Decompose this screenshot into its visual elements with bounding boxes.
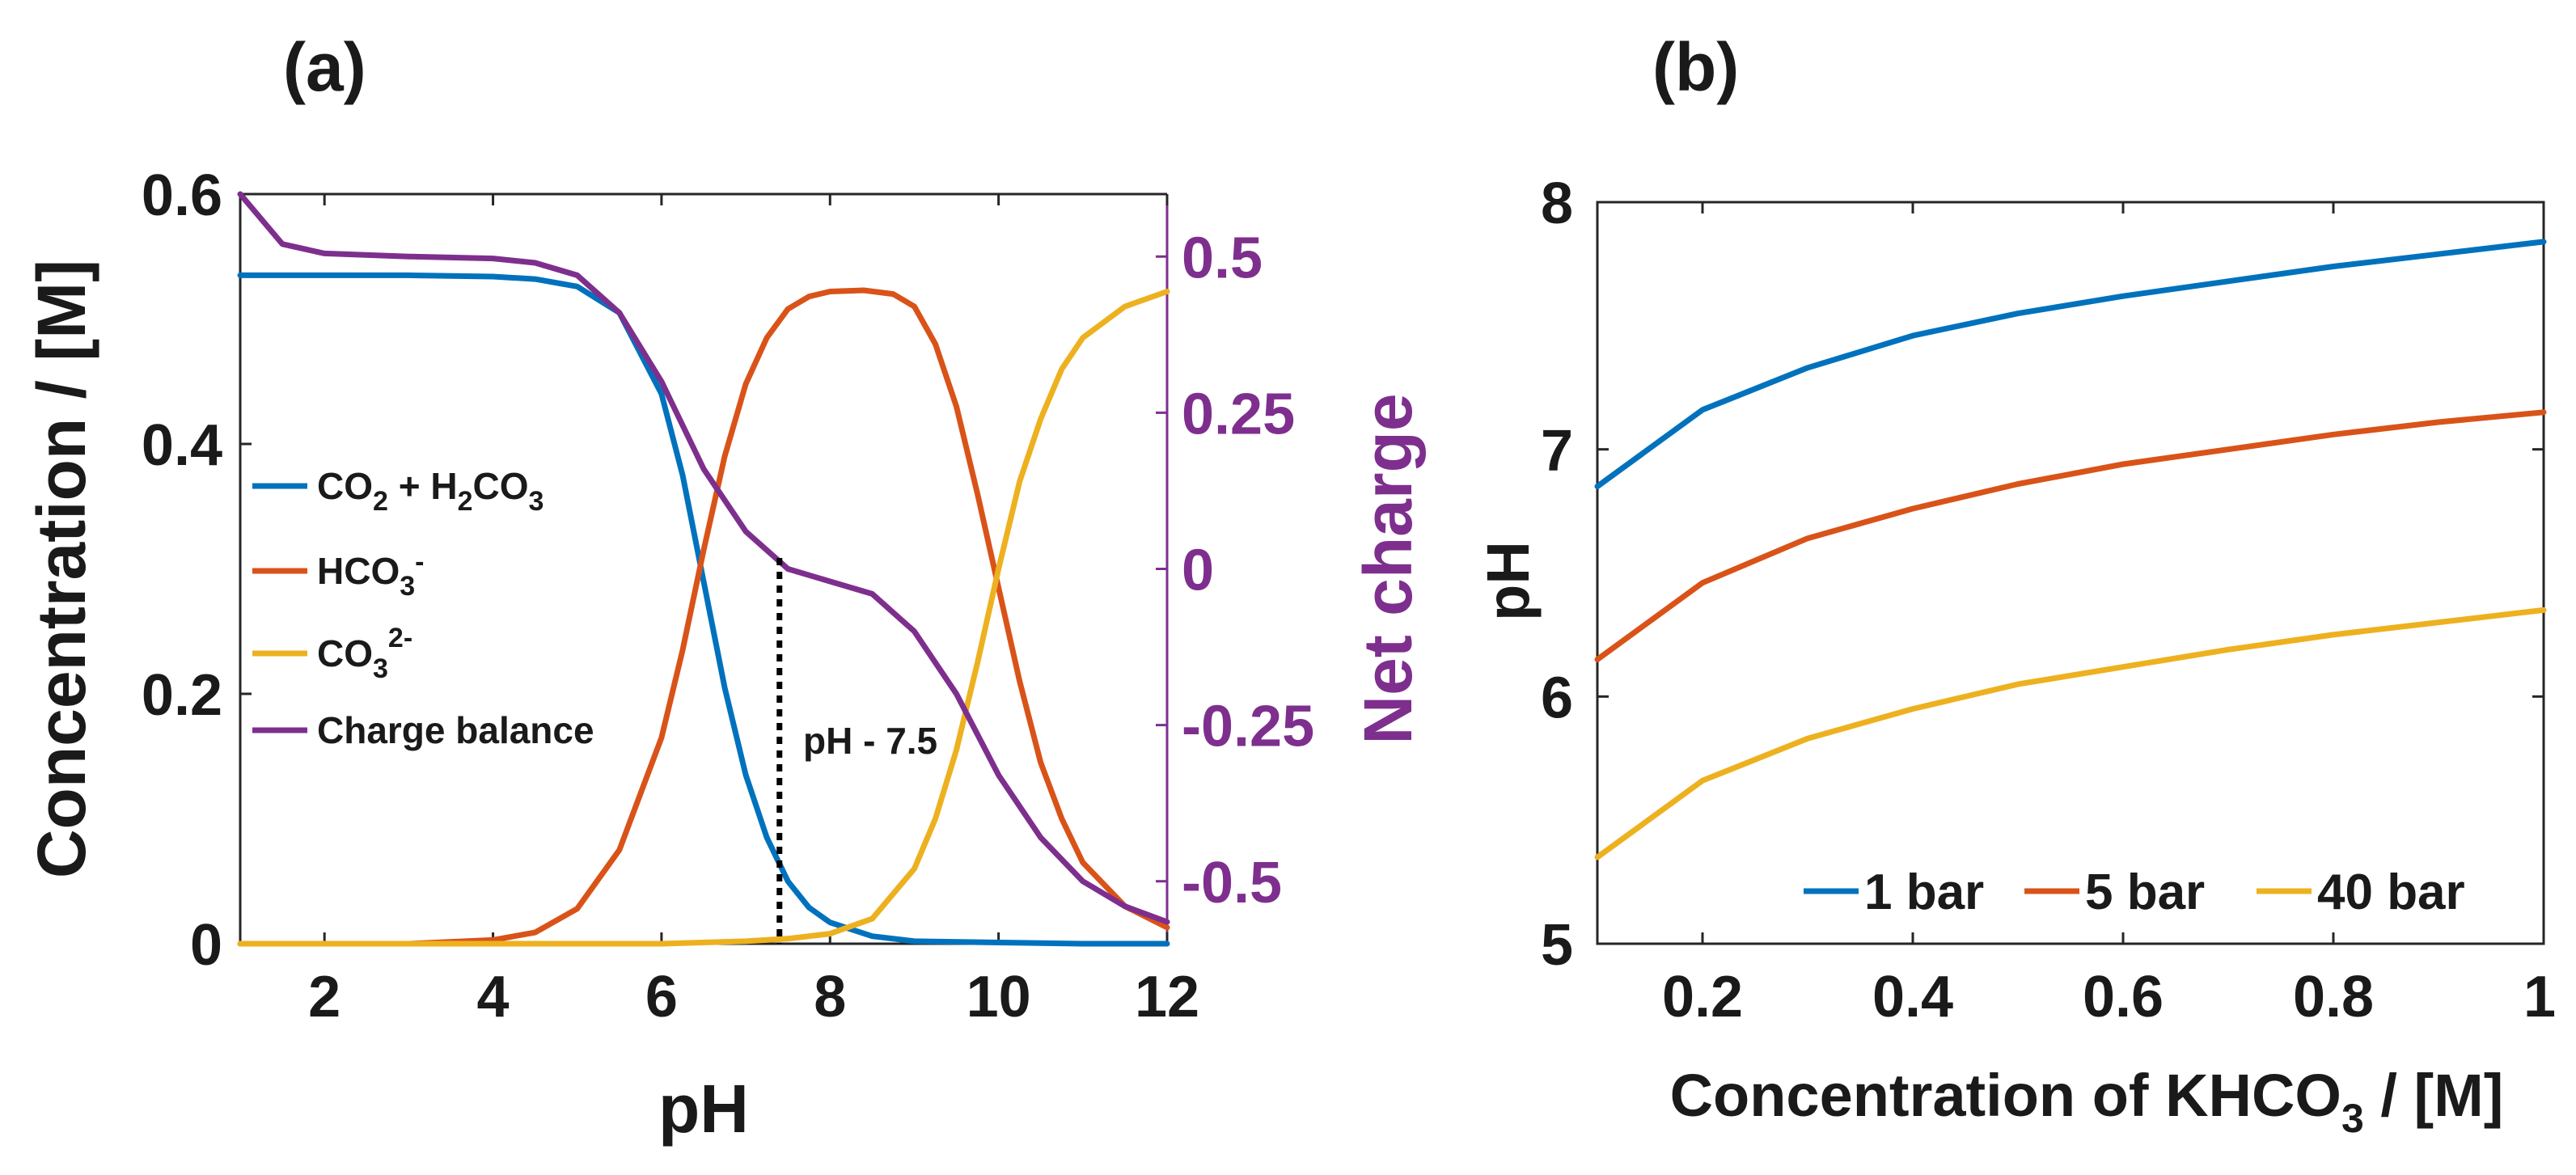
legend-label: 40 bar — [2317, 864, 2465, 920]
legend-label-main: HCO — [317, 550, 400, 592]
legend-label-main: CO — [317, 465, 373, 507]
panel-a-y2tick-label: 0.25 — [1182, 382, 1295, 446]
legend-label: Charge balance — [317, 709, 594, 751]
panel-a-annotation-text: pH - 7.5 — [803, 720, 937, 762]
panel-a-series-line — [237, 287, 1170, 947]
panel-b-ytick-label: 6 — [1541, 666, 1573, 730]
panel-a-series-line — [237, 289, 1170, 947]
panel-a-xtick-label: 8 — [814, 965, 846, 1029]
legend-label-part: CO — [473, 465, 529, 507]
panel-b-ytick-label: 7 — [1541, 419, 1573, 484]
panel-b-axes-box — [1596, 201, 2545, 945]
panel-a-ytick-label: 0.4 — [142, 413, 222, 478]
panel-b-xlabel-main: Concentration of KHCO — [1670, 1062, 2341, 1129]
panel-a-ytick-label: 0 — [190, 913, 222, 978]
panel-b-xtick-label: 1 — [2523, 965, 2556, 1029]
panel-b-xtick-label: 0.6 — [2083, 965, 2164, 1029]
subscript: 2 — [373, 486, 388, 517]
subscript: 2 — [458, 486, 473, 517]
panel-a-xtick-label: 6 — [645, 965, 678, 1029]
panel-b-ytick-label: 8 — [1541, 171, 1573, 236]
panel-a-ylabel: Concentration / [M] — [23, 260, 99, 878]
legend-label: 1 bar — [1864, 864, 1984, 920]
panel-b-ytick-label: 5 — [1541, 913, 1573, 978]
subscript: 3 — [529, 486, 544, 517]
panel-a-xlabel: pH — [658, 1071, 749, 1147]
panel-a-xtick-label: 2 — [308, 965, 341, 1029]
legend-label: CO2 + H2CO3 — [317, 465, 544, 517]
panel-a-xtick-label: 10 — [967, 965, 1031, 1029]
panel-a-ytick-label: 0.2 — [142, 663, 222, 728]
panel-b-series-line — [1594, 409, 2547, 662]
panel-b-series-line — [1594, 607, 2547, 860]
panel-b-xtick-label: 0.2 — [1662, 965, 1743, 1029]
superscript: - — [415, 547, 424, 577]
panel-a-label: (a) — [283, 29, 366, 105]
panel-b-legend: 1 bar 5 bar 40 bar — [1804, 864, 2465, 920]
panel-b: (b) 0.2 0.4 0.6 0.8 1 5 6 7 8 Concentration of KHC… — [1474, 29, 2556, 1141]
legend-label-part: + H — [388, 465, 458, 507]
panel-a-y2tick-label: -0.5 — [1182, 851, 1282, 915]
panel-b-label: (b) — [1652, 29, 1739, 105]
legend-label-main: Charge balance — [317, 709, 594, 751]
panel-b-xlabel: Concentration of KHCO3 / [M] — [1670, 1062, 2504, 1141]
panel-b-series-line — [1594, 239, 2547, 489]
panel-a-series-line — [237, 191, 1170, 925]
panel-a-y2label: Net charge — [1350, 393, 1426, 744]
legend-label: 5 bar — [2085, 864, 2205, 920]
panel-b-xlabel-sub: 3 — [2341, 1096, 2364, 1141]
subscript: 3 — [400, 571, 415, 602]
panel-a-xtick-label: 12 — [1135, 965, 1199, 1029]
subscript: 3 — [373, 653, 388, 684]
legend-label-main: CO — [317, 632, 373, 674]
panel-b-ylabel: pH — [1474, 541, 1542, 621]
legend-label: HCO3- — [317, 547, 424, 602]
panel-b-xtick-label: 0.8 — [2293, 965, 2374, 1029]
panel-a-ytick-label: 0.6 — [142, 163, 222, 228]
panel-a-y2tick-label: 0 — [1182, 539, 1214, 603]
panel-a: (a) 2 4 6 8 10 12 0 0.2 0.4 0.6 -0.5 -0.25 0 0.25 0.5 pH… — [23, 29, 1426, 1147]
panel-a-series-line — [237, 272, 1170, 947]
superscript: 2- — [388, 623, 412, 653]
panel-a-xtick-label: 4 — [477, 965, 510, 1029]
legend-label: CO32- — [317, 623, 412, 684]
panel-b-xtick-label: 0.4 — [1872, 965, 1953, 1029]
panel-a-y2tick-label: 0.5 — [1182, 226, 1263, 290]
panel-a-y2tick-label: -0.25 — [1182, 695, 1314, 759]
panel-b-xlabel-tail: / [M] — [2364, 1062, 2504, 1129]
